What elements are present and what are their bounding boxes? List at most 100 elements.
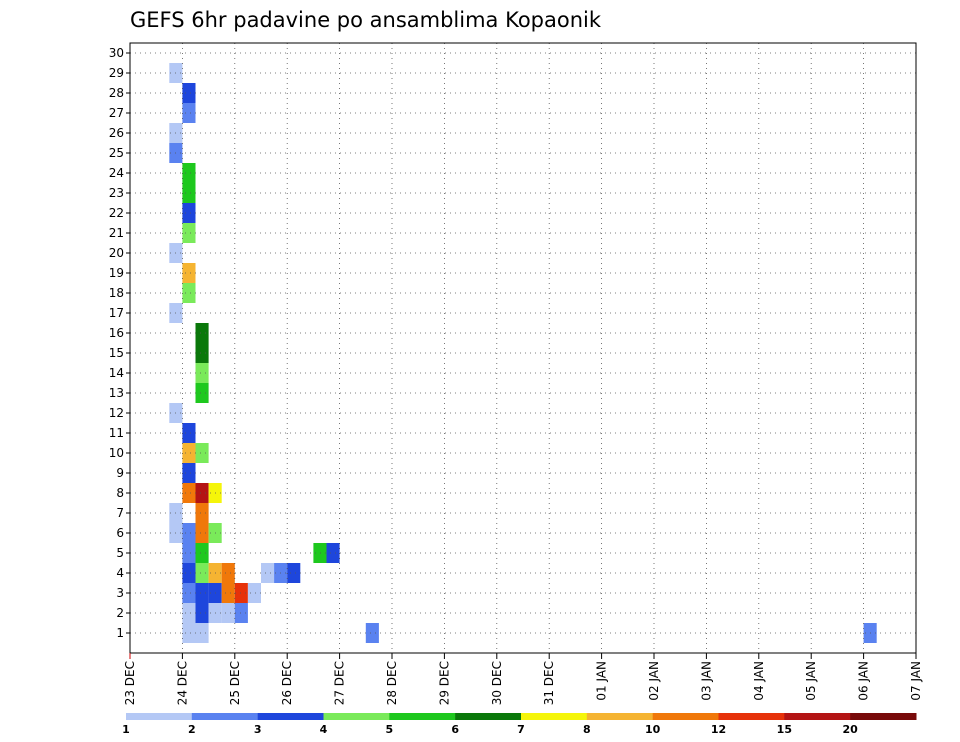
heatmap-cell: [195, 503, 209, 523]
heatmap-cell: [182, 483, 196, 503]
heatmap-cell: [234, 583, 248, 603]
heatmap-cell: [182, 283, 196, 303]
heatmap-cell: [182, 603, 196, 623]
heatmap-cell: [182, 203, 196, 223]
y-tick-label: 18: [109, 286, 124, 300]
colorbar-tick-label: 1: [122, 723, 130, 736]
heatmap-cell: [182, 543, 196, 563]
heatmap-cell: [195, 623, 209, 643]
heatmap-cell: [234, 603, 248, 623]
heatmap-cell: [182, 463, 196, 483]
heatmap-cell: [195, 523, 209, 543]
y-tick-label: 11: [109, 426, 124, 440]
x-tick-label: 29 DEC: [437, 661, 451, 705]
y-tick-label: 28: [109, 86, 124, 100]
y-tick-label: 25: [109, 146, 124, 160]
colorbar-swatch: [521, 713, 588, 720]
y-tick-label: 19: [109, 266, 124, 280]
y-tick-label: 17: [109, 306, 124, 320]
colorbar-tick-label: 10: [645, 723, 661, 736]
heatmap-cell: [261, 563, 275, 583]
y-tick-label: 6: [116, 526, 124, 540]
x-tick-label: 04 JAN: [752, 661, 766, 701]
x-tick-label: 31 DEC: [542, 661, 556, 705]
heatmap-cell: [195, 483, 209, 503]
colorbar-swatch: [652, 713, 719, 720]
colorbar-swatch: [257, 713, 324, 720]
x-tick-label: 23 DEC: [123, 661, 137, 705]
heatmap-cell: [195, 543, 209, 563]
colorbar-swatch: [850, 713, 917, 720]
colorbar-swatch: [784, 713, 851, 720]
heatmap-cell: [182, 183, 196, 203]
heatmap-cell: [182, 223, 196, 243]
colorbar-swatch: [586, 713, 654, 720]
heatmap-cell: [313, 543, 327, 563]
x-tick-label: 06 JAN: [857, 661, 871, 701]
colorbar-tick-label: 8: [583, 723, 591, 736]
heatmap-cell: [182, 583, 196, 603]
heatmap-cell: [326, 543, 340, 563]
heatmap-cell: [182, 423, 196, 443]
heatmap-cell: [195, 323, 209, 343]
colorbar-swatch: [455, 713, 522, 720]
y-tick-label: 3: [116, 586, 124, 600]
colorbar-swatch: [718, 713, 785, 720]
y-tick-label: 27: [109, 106, 124, 120]
x-tick-label: 27 DEC: [333, 661, 347, 705]
heatmap-cell: [221, 603, 235, 623]
x-tick-label: 05 JAN: [804, 661, 818, 701]
colorbar-swatch: [191, 713, 259, 720]
heatmap-cell: [182, 523, 196, 543]
y-tick-label: 16: [109, 326, 124, 340]
x-axis-ticks: 23 DEC 24 DEC 25 DEC 26 DEC 27 DEC 28 DEC 29 D…: [123, 653, 923, 705]
colorbar-swatch: [389, 713, 456, 720]
y-tick-label: 20: [109, 246, 124, 260]
colorbar-tick-label: 6: [451, 723, 459, 736]
colorbar-tick-label: 4: [320, 723, 328, 736]
x-tick-label: 28 DEC: [385, 661, 399, 705]
x-tick-label: 24 DEC: [175, 661, 189, 705]
colorbar-tick-label: 15: [777, 723, 792, 736]
y-tick-label: 8: [116, 486, 124, 500]
y-tick-label: 24: [109, 166, 124, 180]
y-tick-label: 29: [109, 66, 124, 80]
y-axis-ticks: 1234567891011121314151617181920212223242…: [109, 46, 130, 640]
heatmap-cell: [182, 263, 196, 283]
heatmap-cell: [182, 563, 196, 583]
y-tick-label: 21: [109, 226, 124, 240]
y-tick-label: 30: [109, 46, 124, 60]
x-tick-label: 02 JAN: [647, 661, 661, 701]
x-tick-label: 26 DEC: [280, 661, 294, 705]
x-tick-label: 07 JAN: [909, 661, 923, 701]
x-tick-label: 30 DEC: [490, 661, 504, 705]
colorbar-swatch: [126, 713, 193, 720]
colorbar: 1 2 3 4 5 6 7 8 10 12 15 20: [122, 713, 917, 736]
y-tick-label: 13: [109, 386, 124, 400]
y-tick-label: 10: [109, 446, 124, 460]
y-tick-label: 14: [109, 366, 124, 380]
y-tick-label: 12: [109, 406, 124, 420]
x-tick-label: 01 JAN: [595, 661, 609, 701]
heatmap-cell: [365, 623, 379, 643]
heatmap-cell: [195, 343, 209, 363]
chart-title: GEFS 6hr padavine po ansamblima Kopaonik: [130, 8, 602, 32]
colorbar-tick-label: 2: [188, 723, 196, 736]
heatmap-cell: [195, 563, 209, 583]
heatmap-cell: [287, 563, 301, 583]
heatmap-cell: [195, 363, 209, 383]
x-tick-label: 03 JAN: [699, 661, 713, 701]
heatmap-cell: [182, 623, 196, 643]
x-tick-label: 25 DEC: [228, 661, 242, 705]
heatmap-cell: [195, 383, 209, 403]
colorbar-tick-label: 3: [254, 723, 262, 736]
gridlines: [129, 43, 917, 653]
y-tick-label: 1: [116, 626, 124, 640]
heatmap-cell: [195, 443, 209, 463]
heatmap-cell: [221, 563, 235, 583]
heatmap-cell: [247, 583, 261, 603]
y-tick-label: 9: [116, 466, 124, 480]
y-tick-label: 15: [109, 346, 124, 360]
heatmap-cell: [182, 443, 196, 463]
